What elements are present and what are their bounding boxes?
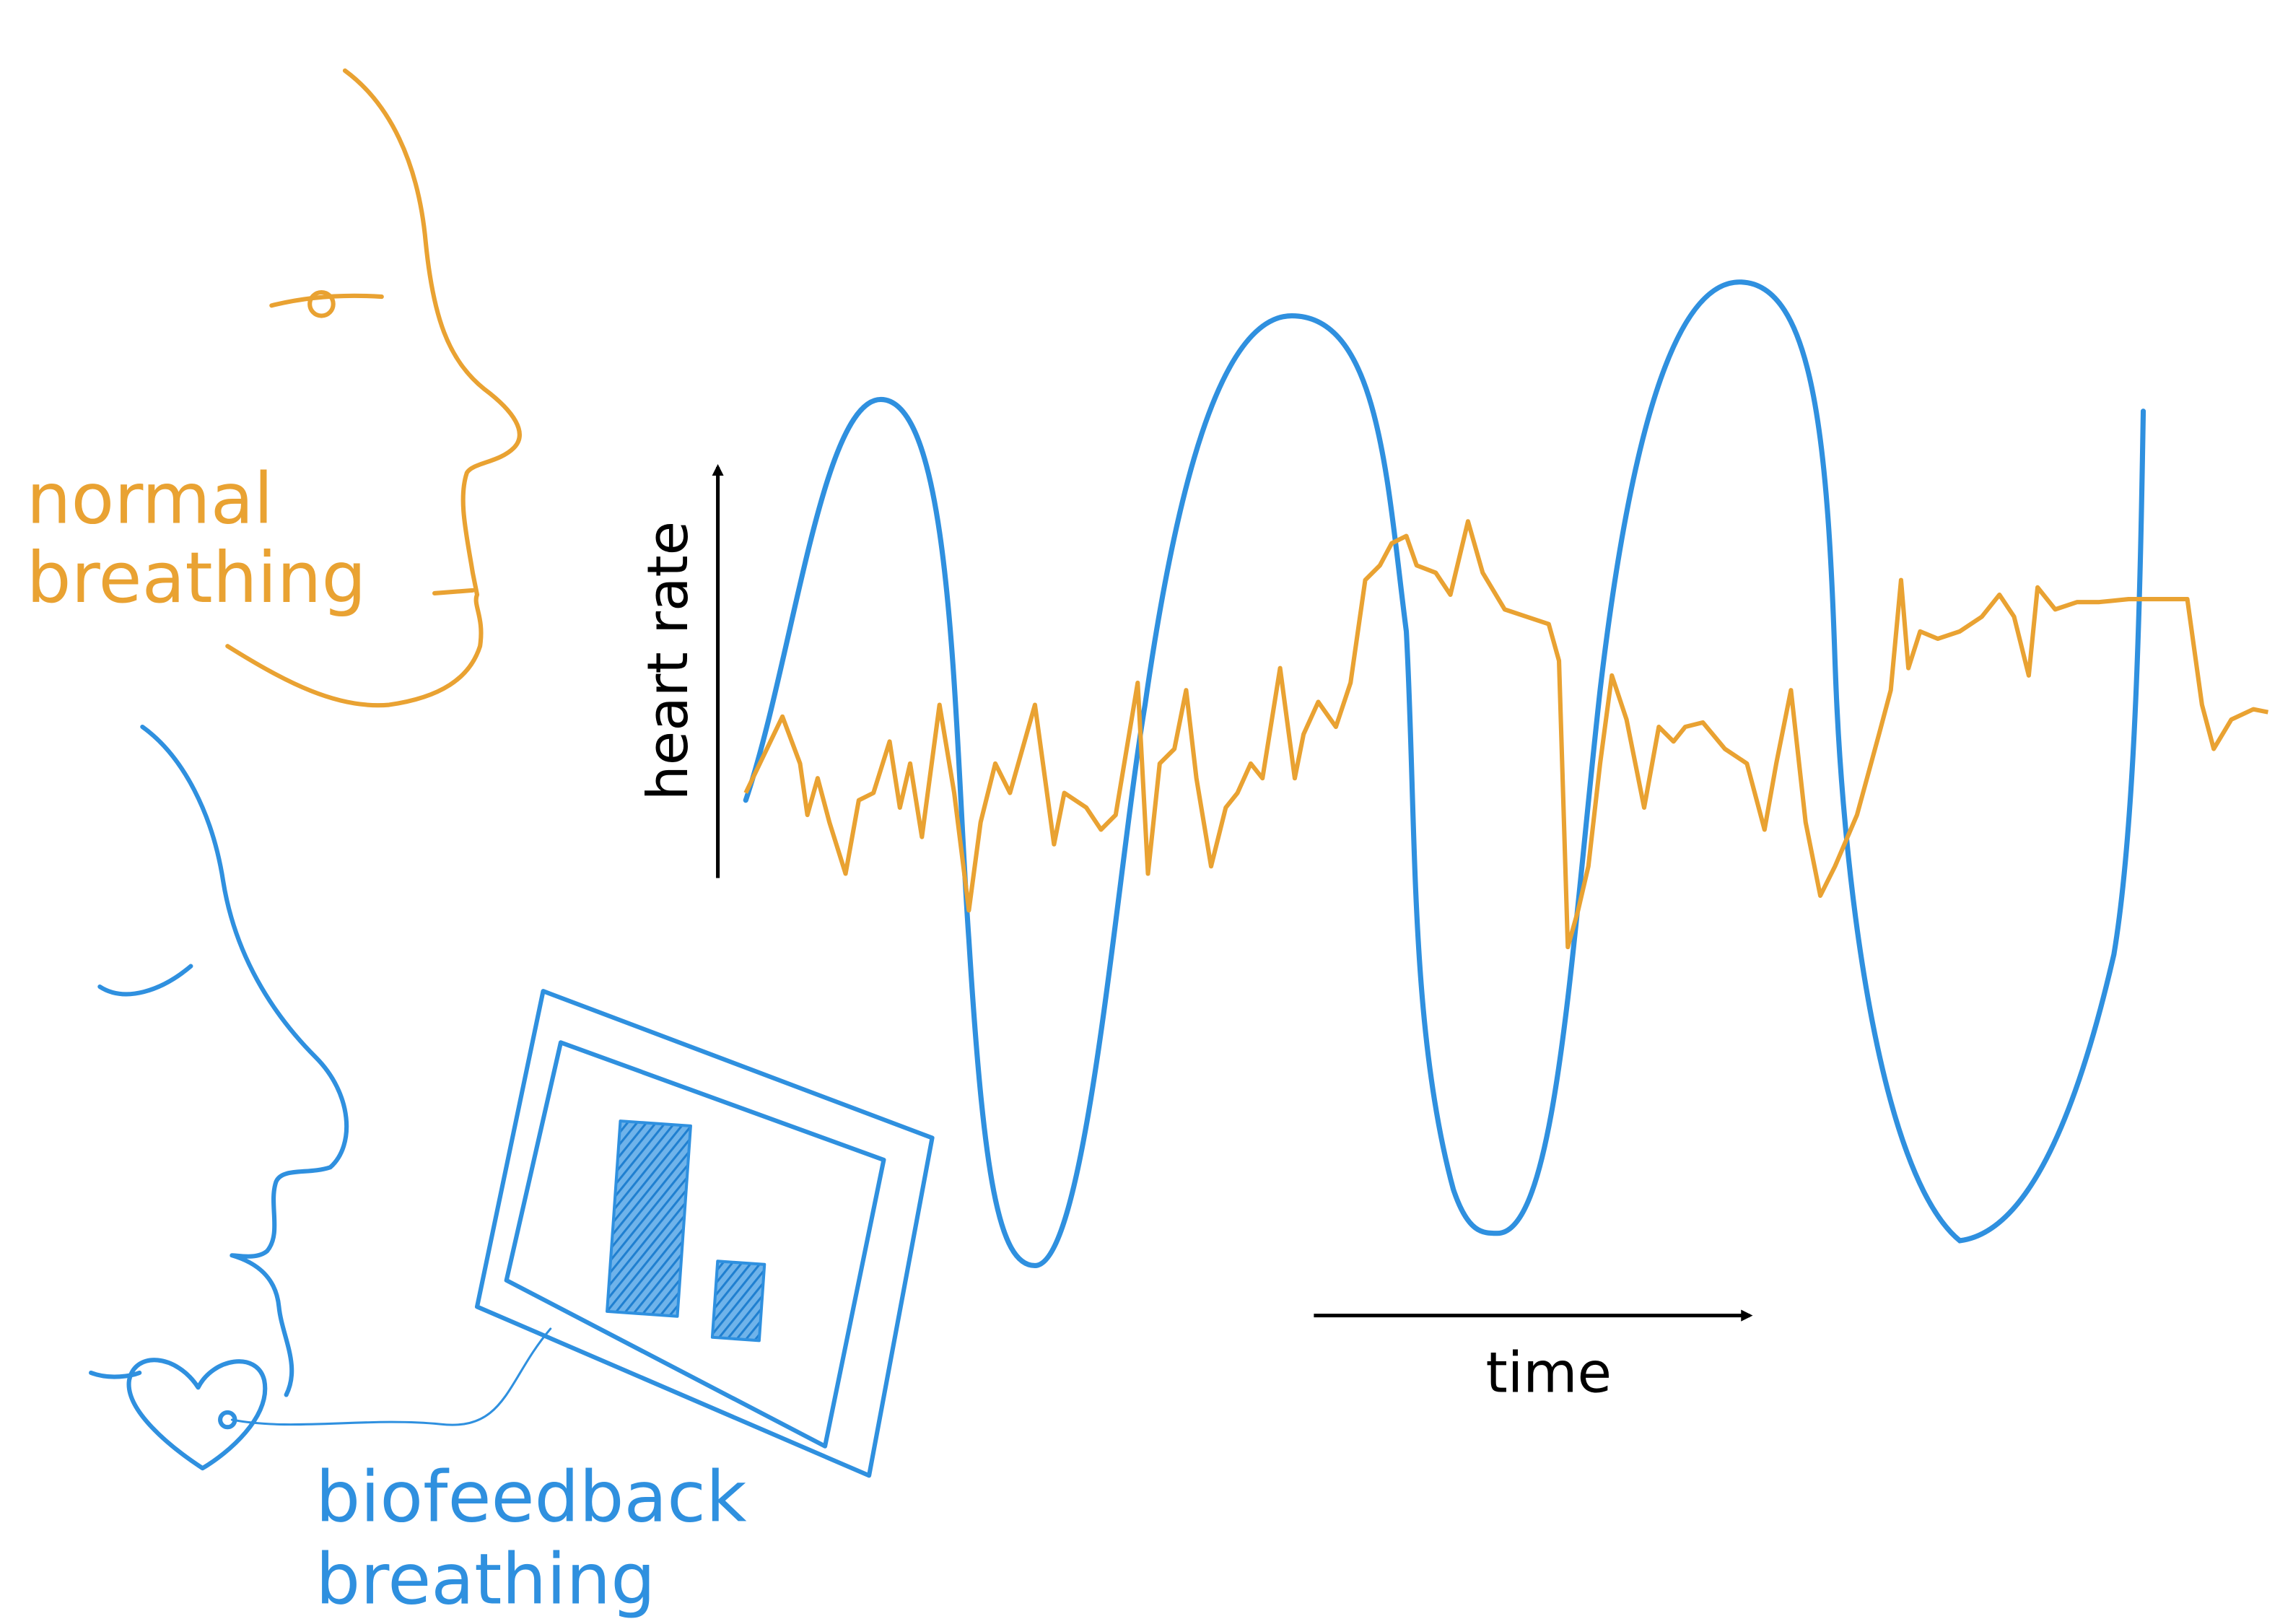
tablet-inner (504, 1040, 886, 1449)
biofeedback-breathing-label-line2: breathing (315, 1538, 655, 1620)
normal-face-sketch (225, 68, 522, 708)
tablet-outer (474, 989, 935, 1478)
biofeedback-face-sketch (89, 724, 935, 1478)
normal-eye (307, 289, 336, 318)
normal-breathing-label-line1: normal (27, 458, 274, 540)
tablet-bar-tall (606, 1119, 692, 1318)
biofeedback-heart-rate-curve (743, 279, 2146, 1269)
normal-breathing-label-line2: breathing (27, 537, 367, 619)
x-axis-label: time (1486, 1340, 1612, 1405)
normal-mouth (432, 588, 475, 595)
biofeedback-face-profile (140, 724, 349, 1397)
normal-heart-rate-curve (743, 519, 2269, 950)
biofeedback-breathing-label-line1: biofeedback (315, 1456, 747, 1538)
sensor-cable (230, 1327, 552, 1426)
chin-line (89, 1370, 142, 1379)
y-axis-label: heart rate (636, 521, 701, 800)
normal-face-profile (225, 68, 522, 708)
biofeedback-closed-eye (97, 964, 193, 997)
normal-eye-line (269, 293, 384, 308)
tablet-bar-short (710, 1260, 766, 1343)
heart-sensor-icon (126, 1358, 268, 1471)
